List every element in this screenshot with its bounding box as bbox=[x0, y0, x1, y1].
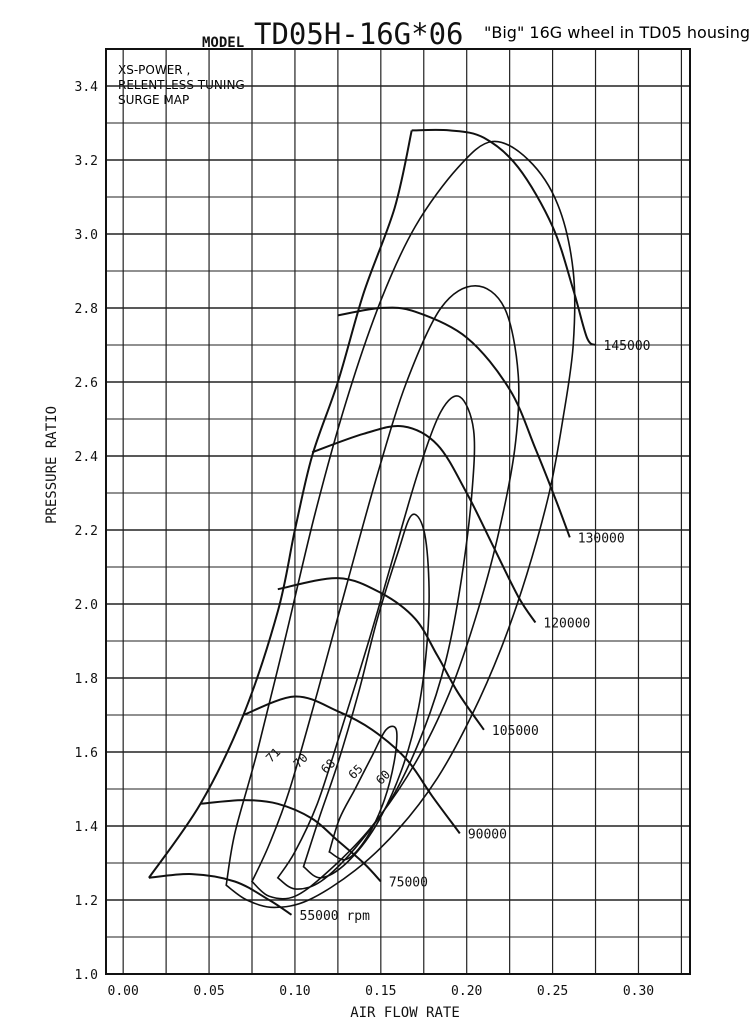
title-model: TD05H-16G*06 bbox=[254, 17, 464, 51]
speed-line-label: 145000 bbox=[604, 339, 651, 354]
efficiency-island bbox=[276, 395, 476, 890]
tick-labels-group: 0.00 0.05 0.10 0.15 0.20 0.25 0.30 1.0 1.2 1.4 1.6… bbox=[75, 80, 655, 999]
plot-frame bbox=[105, 48, 691, 975]
annotation-line-1: XS-POWER , bbox=[118, 63, 190, 77]
x-tick-label: 0.05 bbox=[193, 984, 224, 999]
speed-line-label: 90000 bbox=[468, 827, 507, 842]
speed-line-label: 55000 rpm bbox=[300, 909, 371, 924]
speed-line bbox=[277, 577, 485, 731]
y-tick-label: 1.4 bbox=[75, 820, 99, 835]
surge-line-group bbox=[148, 130, 413, 879]
y-tick-label: 2.6 bbox=[75, 376, 98, 391]
y-tick-label: 2.2 bbox=[75, 524, 98, 539]
y-axis-label: PRESSURE RATIO bbox=[44, 406, 60, 524]
y-tick-label: 2.8 bbox=[75, 302, 98, 317]
speed-line bbox=[337, 306, 571, 538]
efficiency-island bbox=[225, 140, 576, 909]
y-tick-label: 2.0 bbox=[75, 598, 98, 613]
speed-line bbox=[411, 128, 597, 346]
speed-lines-group: 55000 rpm 75000 90000 105000 120000 130000 145… bbox=[148, 128, 651, 924]
speed-line bbox=[243, 695, 461, 834]
title-note: "Big" 16G wheel in TD05 housing bbox=[484, 23, 750, 42]
y-tick-label: 1.6 bbox=[75, 746, 98, 761]
x-tick-label: 0.15 bbox=[365, 984, 396, 999]
y-tick-label: 1.0 bbox=[75, 968, 98, 983]
y-tick-label: 1.8 bbox=[75, 672, 98, 687]
surge-line bbox=[148, 130, 413, 879]
y-tick-label: 2.4 bbox=[75, 450, 99, 465]
efficiency-island bbox=[302, 513, 430, 879]
y-tick-label: 3.4 bbox=[75, 80, 99, 95]
speed-line-label: 105000 bbox=[492, 724, 539, 739]
efficiency-island bbox=[328, 725, 398, 861]
x-tick-label: 0.25 bbox=[537, 984, 568, 999]
annotation-line-2: RELENTLESS TUNING bbox=[118, 78, 245, 92]
y-tick-label: 3.0 bbox=[75, 228, 98, 243]
speed-line bbox=[311, 425, 537, 624]
grid bbox=[106, 48, 690, 975]
x-tick-label: 0.10 bbox=[279, 984, 310, 999]
y-tick-label: 3.2 bbox=[75, 154, 98, 169]
annotation-line-3: SURGE MAP bbox=[118, 93, 189, 107]
x-tick-label: 0.00 bbox=[108, 984, 139, 999]
speed-line-label: 75000 bbox=[389, 876, 428, 891]
speed-line bbox=[148, 873, 293, 916]
speed-line-label: 120000 bbox=[543, 617, 590, 632]
y-tick-label: 1.2 bbox=[75, 894, 98, 909]
title-prefix: MODEL bbox=[202, 35, 244, 51]
x-tick-label: 0.20 bbox=[451, 984, 482, 999]
x-tick-label: 0.30 bbox=[623, 984, 654, 999]
efficiency-island bbox=[251, 284, 520, 900]
speed-line-label: 130000 bbox=[578, 531, 625, 546]
x-axis-label: AIR FLOW RATE bbox=[350, 1005, 460, 1021]
